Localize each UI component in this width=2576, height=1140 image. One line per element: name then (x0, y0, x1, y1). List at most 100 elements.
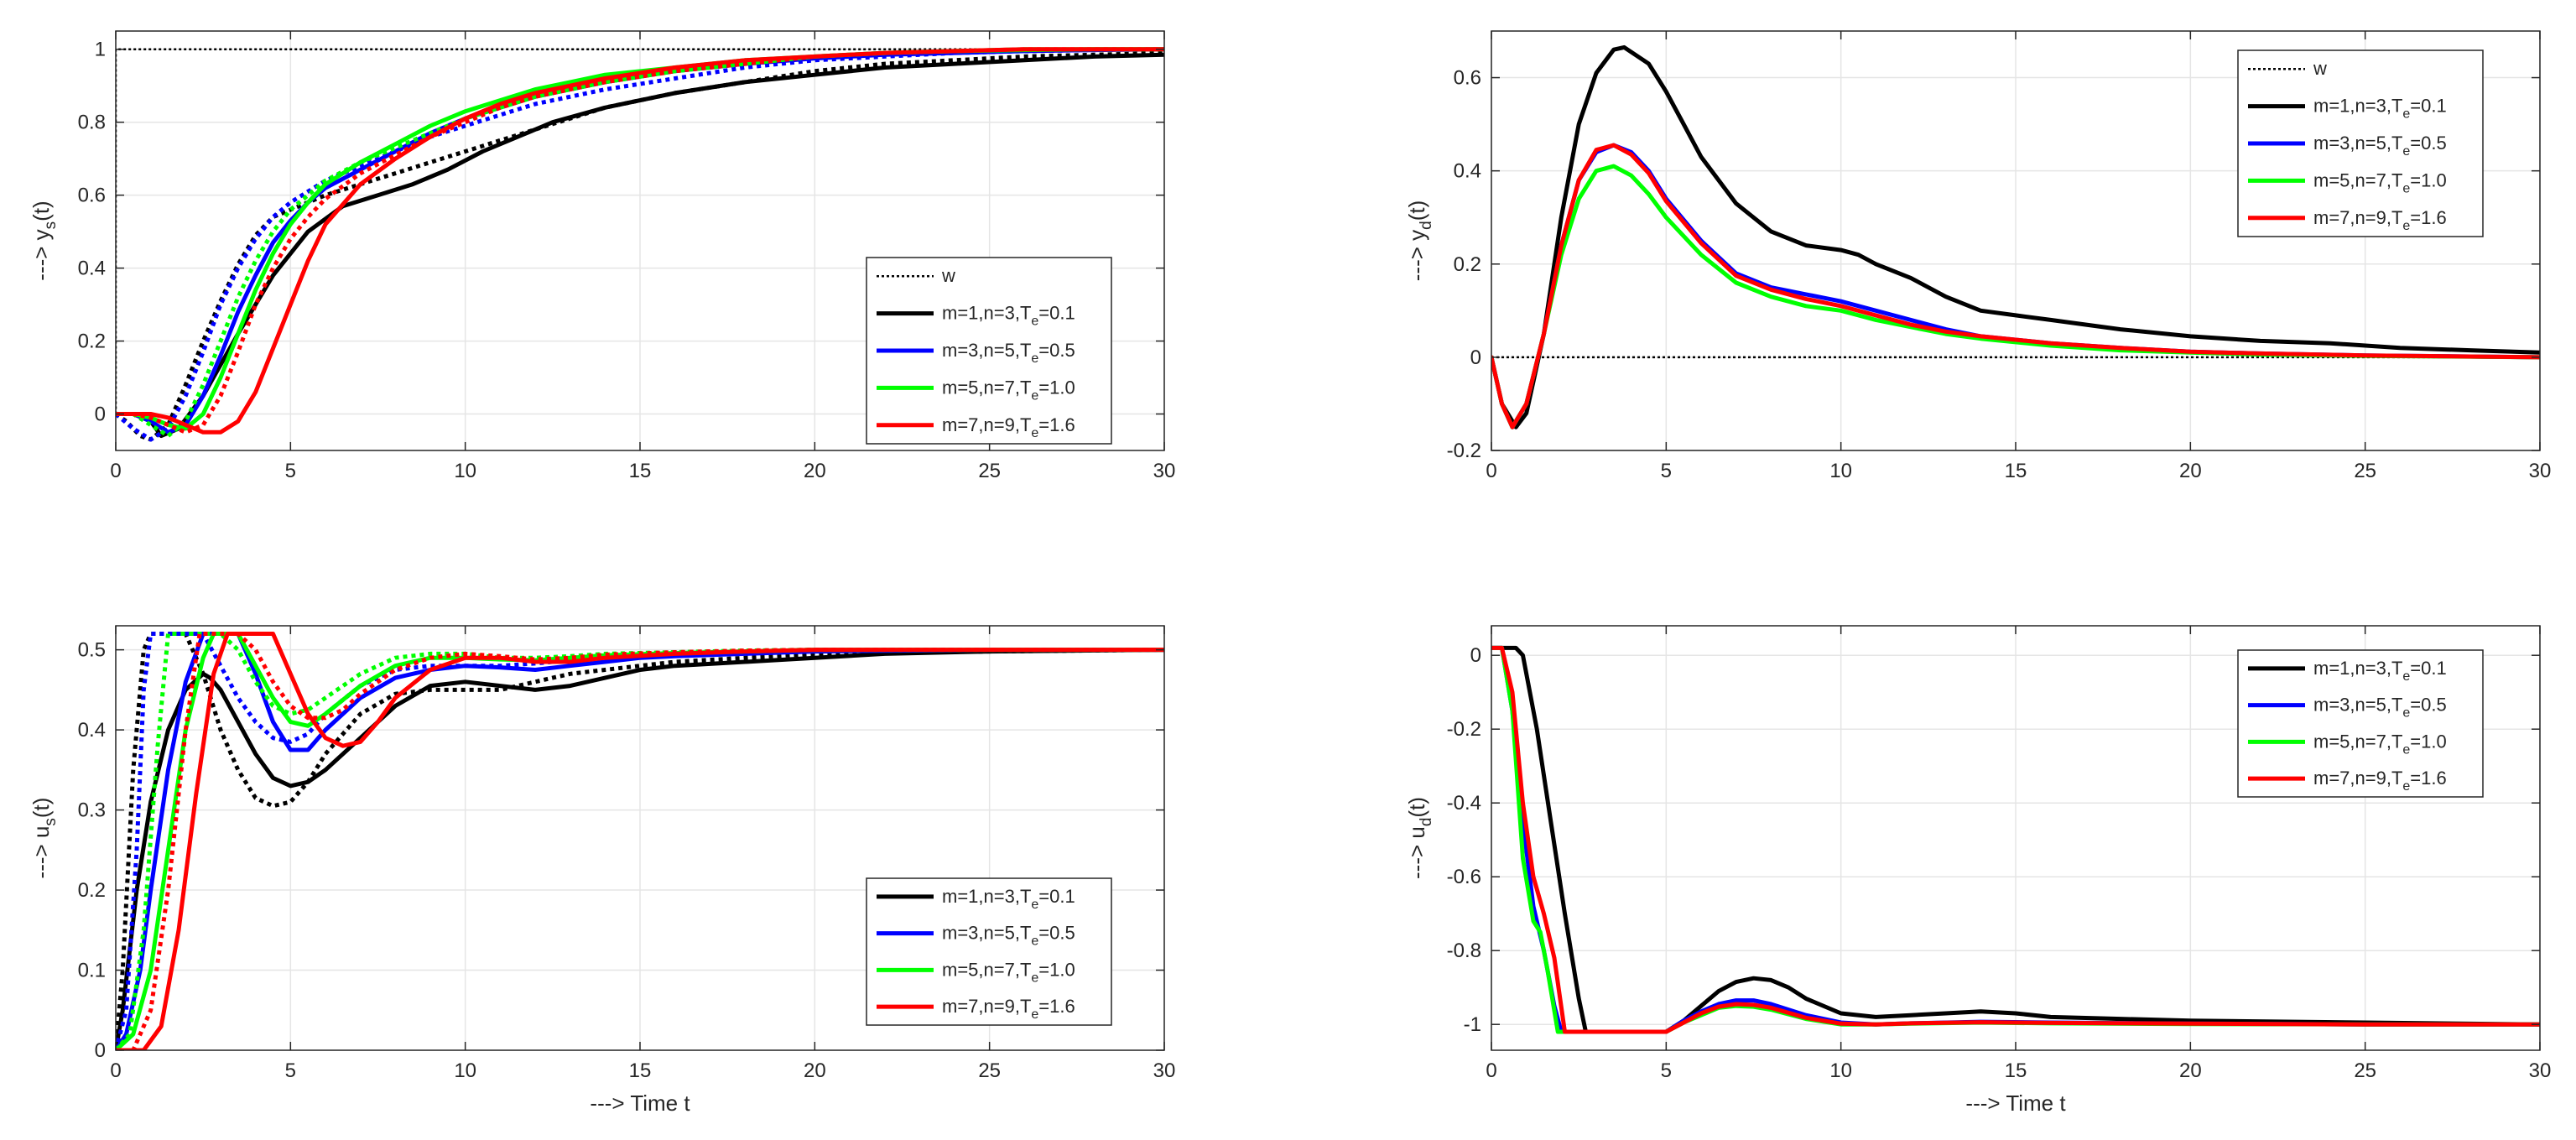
legend-label: m=1,n=3,Te=0.1 (2313, 658, 2447, 684)
y-tick-label: -0.2 (1447, 440, 1481, 462)
y-axis-label: ---> ud(t) (1404, 797, 1435, 879)
y-tick-label: 0.4 (78, 258, 106, 280)
legend-label: m=7,n=9,Te=1.6 (942, 996, 1075, 1022)
x-axis-label: ---> Time t (590, 1091, 690, 1116)
x-tick-label: 5 (285, 460, 296, 482)
series-line-m-7-n-9-te-1-6 (1491, 645, 2540, 1034)
legend: w m=1,n=3,Te=0.1 m=3,n=5,Te=0.5 m=5,n=7,Te=… (866, 257, 1112, 445)
y-axis-label: ---> yd(t) (1404, 200, 1435, 282)
y-tick-label: 0.2 (78, 879, 106, 902)
series-line-m-7-n-9-te-1-6-dotted (116, 632, 1164, 1050)
legend-label: m=5,n=7,Te=1.0 (942, 377, 1075, 403)
y-tick-label: 0.4 (78, 719, 106, 742)
panel-us: 0 5 10 15 20 25 30 0 0.1 0.2 0.3 0.4 0.5 ---> us(t) --… (29, 625, 1176, 1116)
legend-label: m=3,n=5,Te=0.5 (2313, 695, 2447, 721)
series-line-w (116, 48, 1164, 414)
legend-label: m=1,n=3,Te=0.1 (942, 886, 1075, 912)
y-tick-label: 0.5 (78, 639, 106, 662)
x-tick-label: 10 (454, 460, 476, 482)
x-tick-label: 30 (1153, 460, 1176, 482)
y-tick-label: 0.8 (78, 112, 106, 134)
y-tick-label: 0.2 (1454, 253, 1481, 276)
y-tick-label: 0 (1470, 644, 1481, 667)
y-tick-label: 0.3 (78, 799, 106, 822)
series-line-m-1-n-3-te-0-1-dotted (116, 50, 1164, 442)
x-tick-label: 0 (110, 1059, 121, 1082)
x-tick-label: 15 (629, 460, 652, 482)
legend-box (866, 877, 1112, 1026)
legend-label: m=5,n=7,Te=1.0 (942, 959, 1075, 985)
x-tick-label: 30 (1153, 1059, 1176, 1082)
legend-label: m=7,n=9,Te=1.6 (2313, 768, 2447, 794)
x-tick-label: 0 (110, 460, 121, 482)
x-tick-label: 0 (1486, 460, 1496, 482)
legend-label: m=5,n=7,Te=1.0 (2313, 169, 2447, 195)
series-group (116, 47, 1164, 442)
legend-label: m=3,n=5,Te=0.5 (942, 340, 1075, 366)
legend-label: w (941, 265, 955, 286)
legend-label: m=1,n=3,Te=0.1 (942, 303, 1075, 329)
x-tick-label: 5 (1661, 460, 1672, 482)
series-line-m-7-n-9-te-1-6-dotted (116, 47, 1164, 435)
legend-label: m=3,n=5,Te=0.5 (2313, 133, 2447, 159)
legend: m=1,n=3,Te=0.1 m=3,n=5,Te=0.5 m=5,n=7,Te=1… (2237, 649, 2484, 798)
legend-label: m=3,n=5,Te=0.5 (942, 923, 1075, 949)
series-line-m-1-n-3-te-0-1 (1491, 645, 2540, 1034)
y-tick-label: -0.2 (1447, 718, 1481, 741)
legend-label: m=7,n=9,Te=1.6 (942, 414, 1075, 440)
panel-yd: 0 5 10 15 20 25 30-0.200.20.40.6---> yd(t)wm=1… (1404, 30, 2552, 482)
y-tick-label: 1 (95, 39, 106, 61)
x-tick-label: 15 (629, 1059, 652, 1082)
legend: w m=1,n=3,Te=0.1 m=3,n=5,Te=0.5 m=5,n=7,Te=… (2237, 49, 2484, 237)
y-tick-label: -0.4 (1447, 792, 1481, 815)
panel-ud: 0 5 10 15 20 25 30 -1 -0.8 -0.6 -0.4 -0.2 0 ---> ud(t… (1404, 625, 2552, 1116)
x-tick-label: 25 (2354, 1059, 2376, 1082)
series-line-m-7-n-9-te-1-6 (1491, 143, 2540, 429)
series-group (1491, 44, 2540, 429)
series-line-m-7-n-9-te-1-6 (116, 632, 1164, 1050)
y-tick-label: 0.6 (1454, 67, 1481, 90)
y-tick-label: 0 (1470, 346, 1481, 369)
y-tick-label: 0.6 (78, 185, 106, 207)
x-tick-label: 10 (454, 1059, 476, 1082)
y-tick-label: 0.1 (78, 960, 106, 982)
x-axis-label: ---> Time t (1965, 1091, 2066, 1116)
x-tick-label: 20 (804, 1059, 826, 1082)
legend: m=1,n=3,Te=0.1 m=3,n=5,Te=0.5 m=5,n=7,Te=1… (866, 877, 1112, 1026)
legend-label: w (2313, 58, 2327, 79)
x-tick-label: 25 (978, 1059, 1001, 1082)
x-tick-label: 10 (1829, 1059, 1852, 1082)
y-tick-label: 0 (95, 1039, 106, 1062)
x-tick-label: 0 (1486, 1059, 1496, 1082)
legend-label: m=1,n=3,Te=0.1 (2313, 96, 2447, 122)
y-tick-label: -0.6 (1447, 866, 1481, 888)
x-tick-label: 25 (978, 460, 1001, 482)
x-tick-label: 30 (2529, 1059, 2552, 1082)
y-tick-label: -0.8 (1447, 940, 1481, 962)
legend-label: m=7,n=9,Te=1.6 (2313, 207, 2447, 233)
y-tick-label: 0.2 (78, 331, 106, 353)
x-tick-label: 20 (804, 460, 826, 482)
y-tick-label: 0 (95, 403, 106, 426)
x-tick-label: 20 (2179, 1059, 2202, 1082)
panel-ys: 0 5 10 15 20 25 30 0 0.2 0.4 0.6 0.8 1 ---> ys(t) w m=1… (29, 30, 1176, 482)
series-group (116, 632, 1164, 1050)
x-tick-label: 20 (2179, 460, 2202, 482)
y-tick-label: 0.4 (1454, 160, 1481, 183)
x-tick-label: 15 (2005, 460, 2027, 482)
x-tick-label: 25 (2354, 460, 2376, 482)
legend-box (2237, 649, 2484, 798)
x-tick-label: 5 (285, 1059, 296, 1082)
x-tick-label: 10 (1829, 460, 1852, 482)
series-group (1491, 645, 2540, 1034)
series-line-m-1-n-3-te-0-1 (1491, 44, 2540, 429)
y-tick-label: -1 (1464, 1013, 1481, 1036)
x-tick-label: 30 (2529, 460, 2552, 482)
y-axis-label: ---> us(t) (29, 798, 60, 879)
legend-label: m=5,n=7,Te=1.0 (2313, 731, 2447, 757)
series-line-m-3-n-5-te-0-5 (116, 632, 1164, 1050)
x-tick-label: 5 (1661, 1059, 1672, 1082)
x-tick-label: 15 (2005, 1059, 2027, 1082)
y-axis-label: ---> ys(t) (29, 200, 60, 280)
